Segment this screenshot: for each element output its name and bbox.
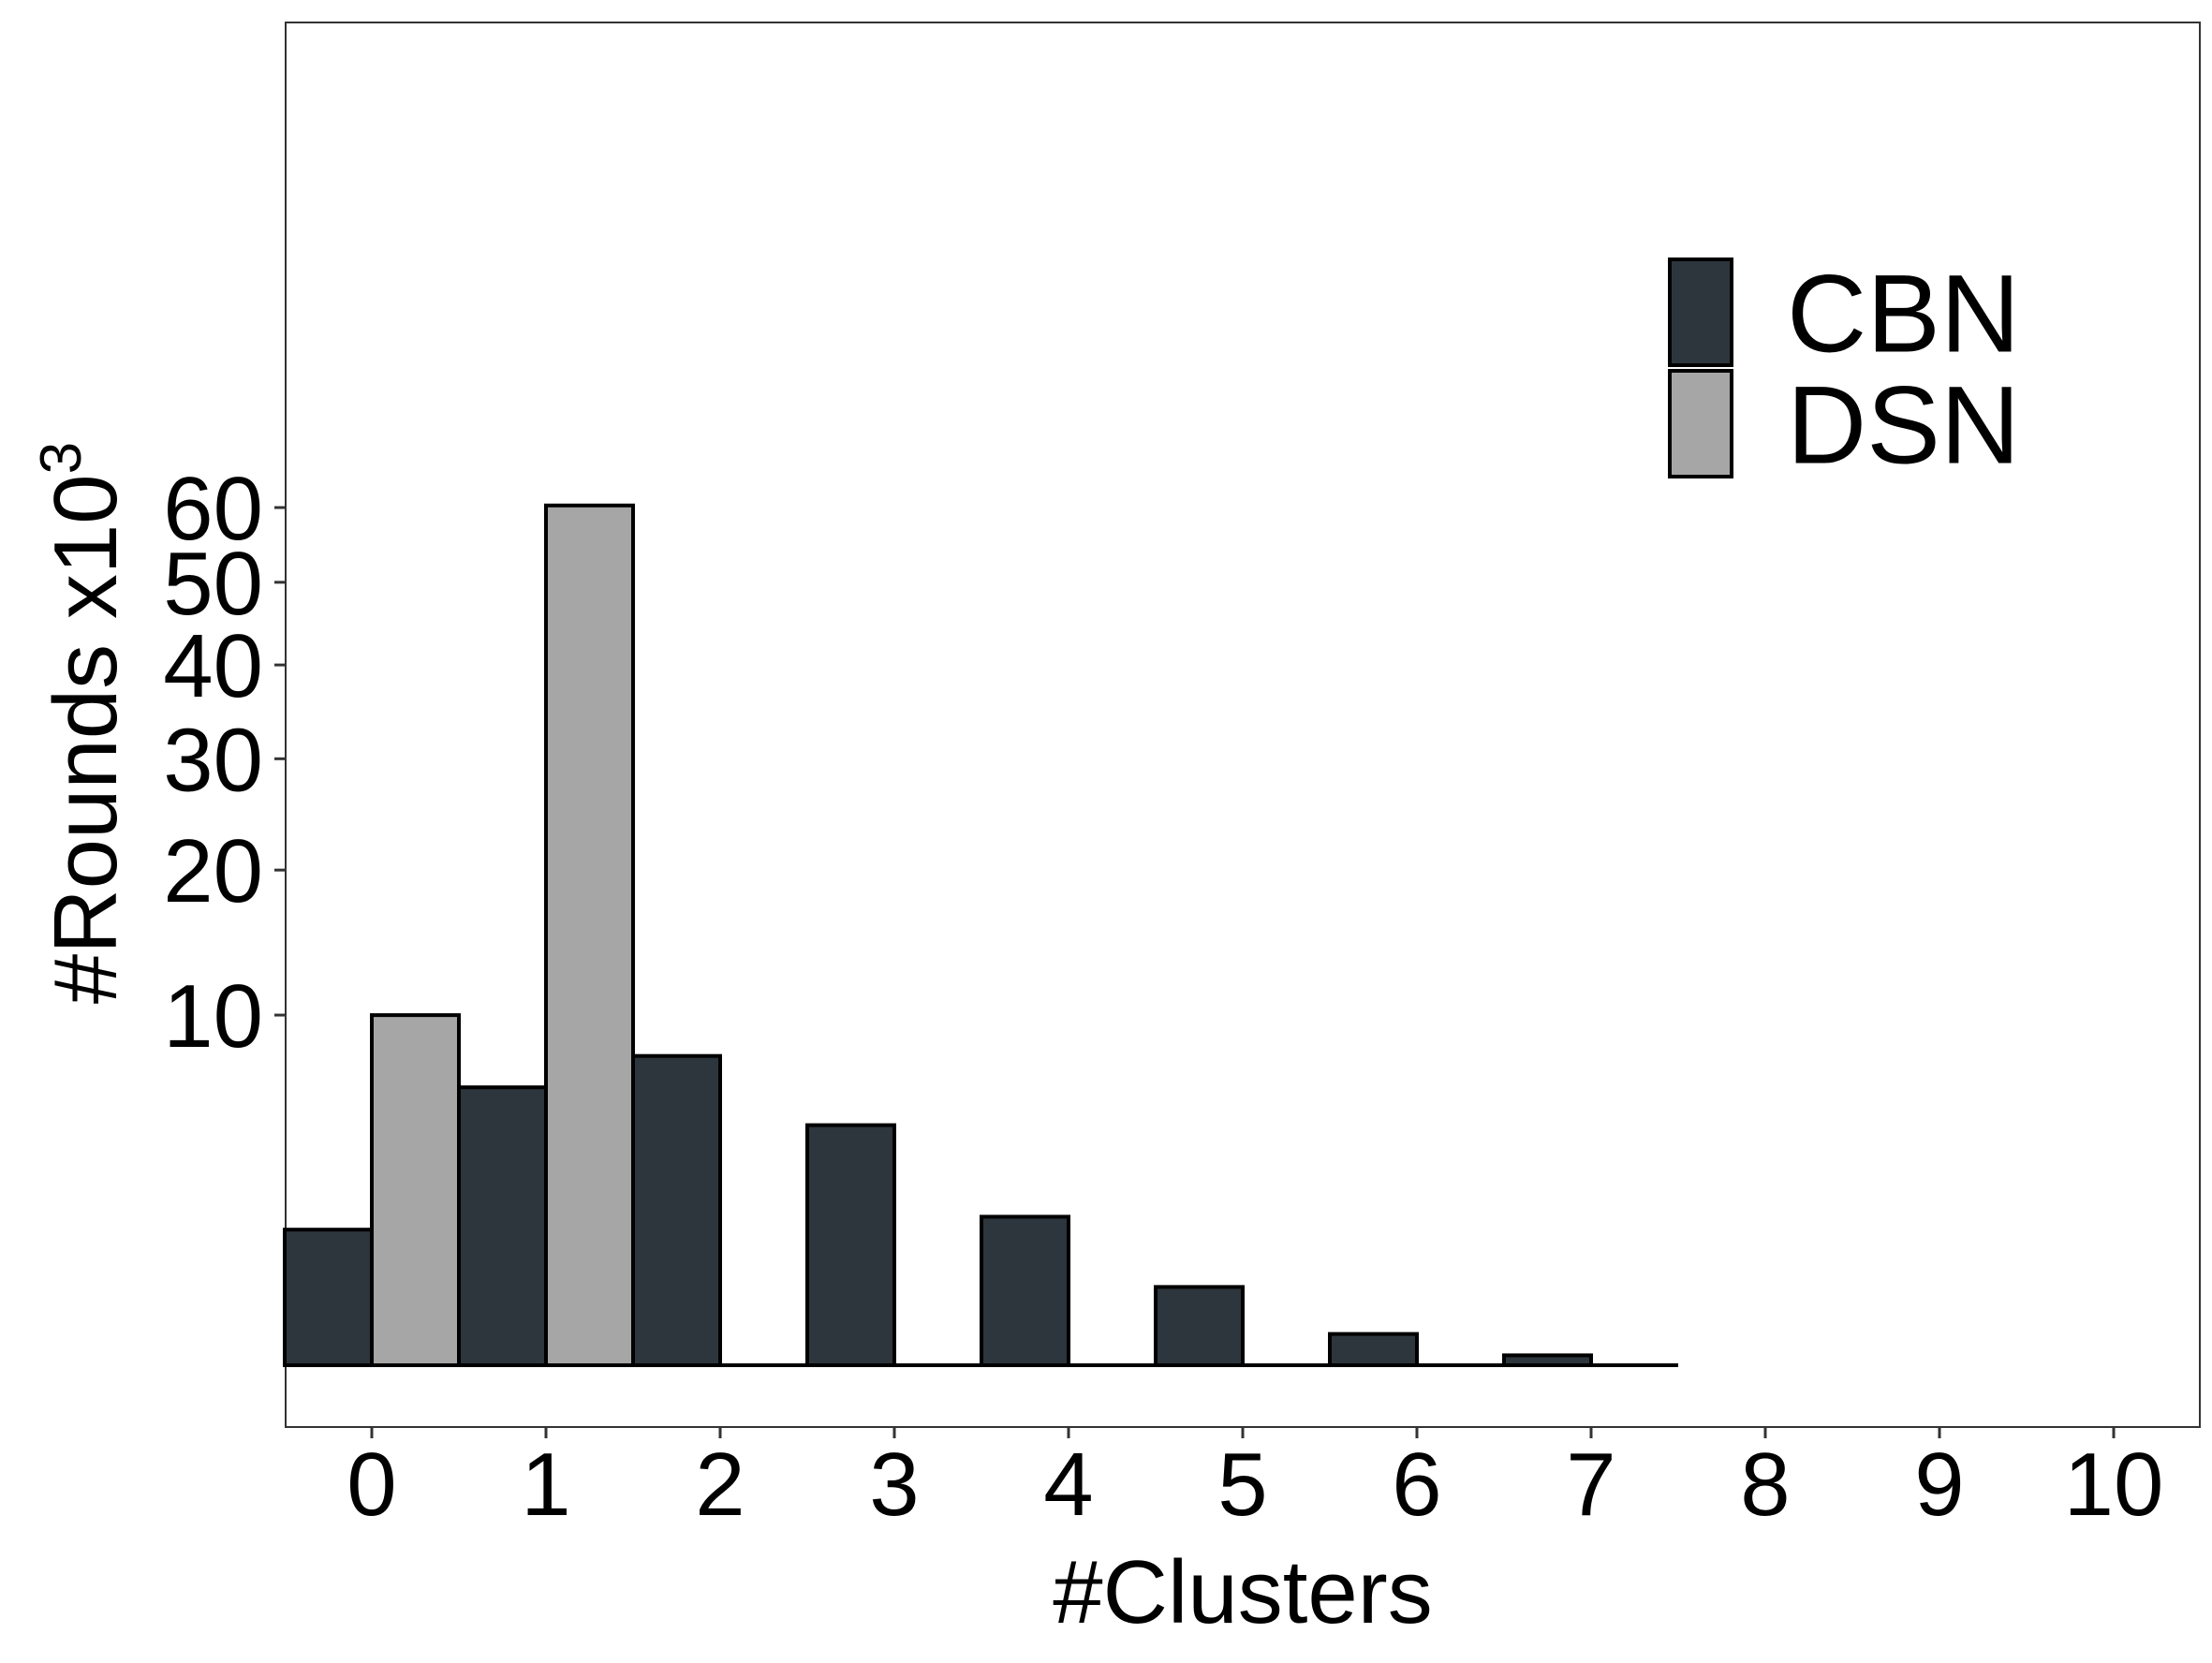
bar-cbn-4 xyxy=(980,1214,1070,1368)
y-axis-title: #Rounds x103 xyxy=(29,442,136,1004)
x-axis: 0 1 2 3 4 5 6 7 8 9 10 xyxy=(347,1427,2163,1535)
y-tick-label-60: 60 xyxy=(163,459,263,559)
bar-cbn-5 xyxy=(1154,1285,1245,1368)
bars-layer xyxy=(283,503,1593,1368)
y-tick-label-50: 50 xyxy=(163,534,263,634)
bar-dsn-1 xyxy=(544,503,635,1367)
x-tick-label-8: 8 xyxy=(1740,1435,1790,1535)
y-axis-title-text: #Rounds x10 xyxy=(36,474,136,1004)
y-tick-label-20: 20 xyxy=(163,821,263,921)
x-tick-label-9: 9 xyxy=(1914,1435,1964,1535)
y-tick-label-30: 30 xyxy=(163,710,263,810)
legend-label-dsn: DSN xyxy=(1787,364,2020,488)
legend-key-cbn xyxy=(1668,258,1733,367)
y-tick-label-40: 40 xyxy=(163,616,263,716)
bar-cbn-6 xyxy=(1328,1332,1419,1367)
x-tick-label-1: 1 xyxy=(521,1435,570,1535)
bar-cbn-1 xyxy=(457,1085,548,1367)
x-tick-label-5: 5 xyxy=(1217,1435,1267,1535)
x-tick-label-6: 6 xyxy=(1392,1435,1441,1535)
y-axis-title-exponent: 3 xyxy=(29,442,94,474)
x-tick-label-3: 3 xyxy=(869,1435,919,1535)
bar-dsn-0 xyxy=(370,1013,461,1367)
x-axis-title: #Clusters xyxy=(1053,1542,1432,1642)
bar-cbn-2 xyxy=(631,1053,722,1367)
bar-cbn-0 xyxy=(283,1228,374,1367)
bar-cbn-3 xyxy=(805,1123,896,1367)
x-tick-label-2: 2 xyxy=(695,1435,745,1535)
x-tick-label-0: 0 xyxy=(347,1435,396,1535)
y-tick-label-10: 10 xyxy=(163,966,263,1067)
x-tick-label-7: 7 xyxy=(1566,1435,1615,1535)
legend-key-dsn xyxy=(1668,369,1733,478)
x-tick-label-4: 4 xyxy=(1043,1435,1093,1535)
legend-label-cbn: CBN xyxy=(1787,253,2020,376)
x-tick-label-10: 10 xyxy=(2064,1435,2164,1535)
